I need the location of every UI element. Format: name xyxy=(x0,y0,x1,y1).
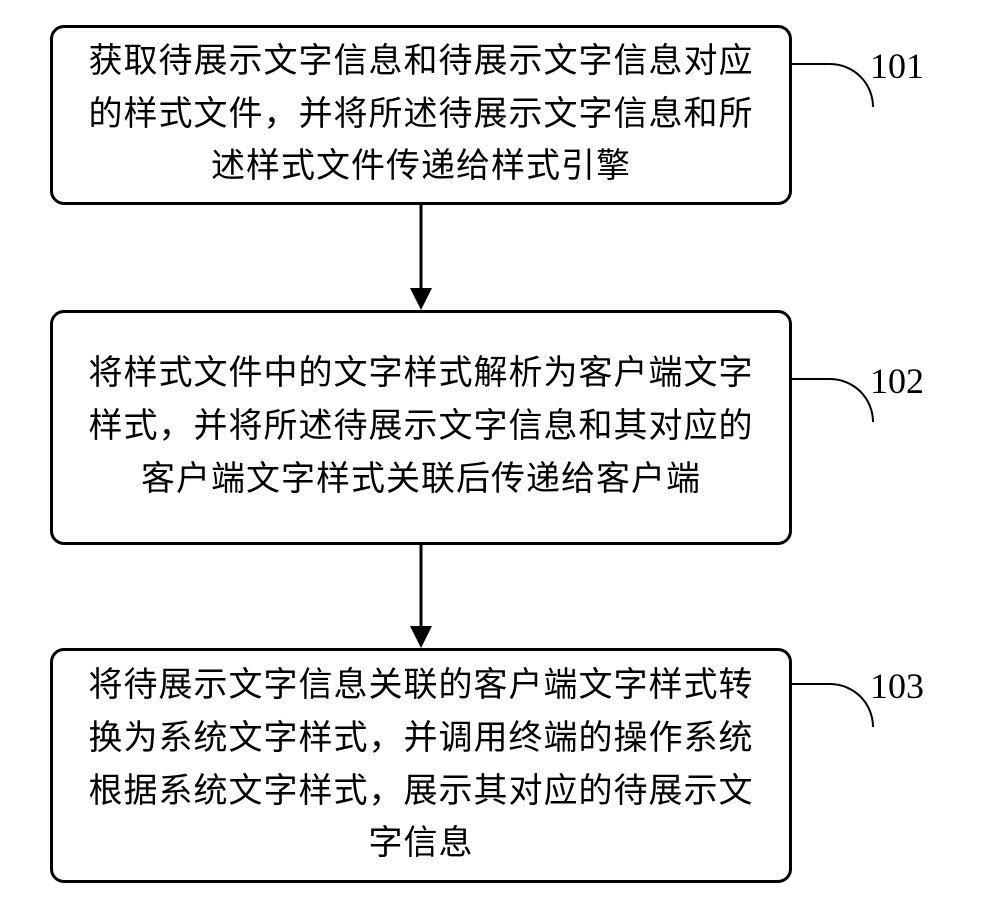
connector-1 xyxy=(792,63,874,107)
flow-step-1-text: 获取待展示文字信息和待展示文字信息对应的样式文件，并将所述待展示文字信息和所述样… xyxy=(73,36,769,194)
arrow-2-head xyxy=(410,626,432,648)
flow-step-2-label: 102 xyxy=(870,360,924,402)
arrow-2-line xyxy=(420,545,423,626)
flowchart-canvas: 获取待展示文字信息和待展示文字信息对应的样式文件，并将所述待展示文字信息和所述样… xyxy=(0,0,1000,903)
flow-step-3-label: 103 xyxy=(870,665,924,707)
flow-step-2: 将样式文件中的文字样式解析为客户端文字样式，并将所述待展示文字信息和其对应的客户… xyxy=(50,310,792,545)
flow-step-1: 获取待展示文字信息和待展示文字信息对应的样式文件，并将所述待展示文字信息和所述样… xyxy=(50,25,792,205)
flow-step-3: 将待展示文字信息关联的客户端文字样式转换为系统文字样式，并调用终端的操作系统根据… xyxy=(50,648,792,883)
connector-2 xyxy=(792,378,874,422)
flow-step-2-text: 将样式文件中的文字样式解析为客户端文字样式，并将所述待展示文字信息和其对应的客户… xyxy=(73,348,769,506)
connector-3 xyxy=(792,683,874,727)
arrow-1-line xyxy=(420,205,423,288)
flow-step-1-label: 101 xyxy=(870,45,924,87)
arrow-1-head xyxy=(410,288,432,310)
flow-step-3-text: 将待展示文字信息关联的客户端文字样式转换为系统文字样式，并调用终端的操作系统根据… xyxy=(73,660,769,871)
